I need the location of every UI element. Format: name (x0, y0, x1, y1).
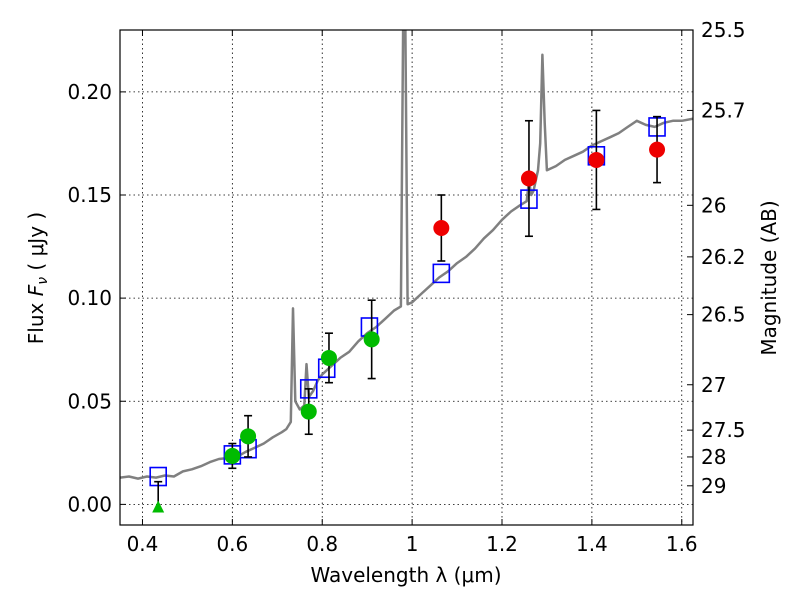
magnitude-tick-label: 27.5 (701, 418, 746, 442)
green-detection-point (363, 331, 380, 348)
red-detection-point (649, 141, 666, 158)
green-detection-point (320, 349, 337, 366)
x-axis-ticks: 0.4 0.6 0.8 1 1.2 1.4 1.6 (127, 30, 698, 556)
y-axis-ticks: 0.00 0.05 0.10 0.15 0.20 (67, 80, 126, 516)
y-axis-title: Flux Fν ( μJy ) (24, 212, 51, 344)
x-tick-label: 0.8 (306, 532, 338, 556)
y-tick-label: 0.00 (67, 492, 112, 516)
x-tick-label: 1.6 (666, 532, 698, 556)
y-axis-title-prefix: Flux (24, 296, 48, 344)
model-photometry-square (432, 263, 451, 284)
red-detection-point (588, 151, 605, 168)
green-detection-point (224, 447, 241, 464)
y-tick-label: 0.15 (67, 183, 112, 207)
magnitude-tick-label: 29 (701, 474, 726, 498)
y-tick-label: 0.10 (67, 286, 112, 310)
upper-limit-triangle (152, 500, 165, 513)
magnitude-tick-label: 27 (701, 373, 726, 397)
x-tick-label: 1 (406, 532, 419, 556)
magnitude-tick-label: 26.5 (701, 303, 746, 327)
magnitude-tick-label: 26.2 (701, 245, 746, 269)
magnitude-tick-label: 28 (701, 445, 726, 469)
y-tick-label: 0.20 (67, 80, 112, 104)
x-tick-label: 1.2 (486, 532, 518, 556)
green-detection-point (300, 403, 317, 420)
detection-markers (152, 141, 666, 513)
red-detection-point (520, 170, 537, 187)
x-axis-title: Wavelength λ (μm) (310, 563, 501, 587)
magnitude-tick-label: 25.7 (701, 98, 746, 122)
magnitude-axis-title: Magnitude (AB) (757, 200, 781, 355)
magnitude-tick-label: 25.5 (701, 18, 746, 42)
grid-lines (120, 30, 693, 525)
y-tick-label: 0.05 (67, 389, 112, 413)
plot-frame (119, 29, 694, 526)
y-axis-title-subscript: ν (35, 277, 51, 285)
x-tick-label: 0.6 (216, 532, 248, 556)
y-axis-title-unit: ( μJy ) (24, 212, 48, 277)
x-tick-label: 0.4 (127, 532, 159, 556)
plot-area (120, 30, 693, 513)
x-tick-label: 1.4 (576, 532, 608, 556)
green-detection-point (240, 428, 257, 445)
magnitude-tick-label: 26 (701, 193, 726, 217)
magnitude-axis-ticks: 25.5 25.7 26 26.2 26.5 27 27.5 28 29 (687, 18, 746, 498)
red-detection-point (433, 220, 450, 236)
y-axis-title-symbol: F (24, 284, 48, 296)
